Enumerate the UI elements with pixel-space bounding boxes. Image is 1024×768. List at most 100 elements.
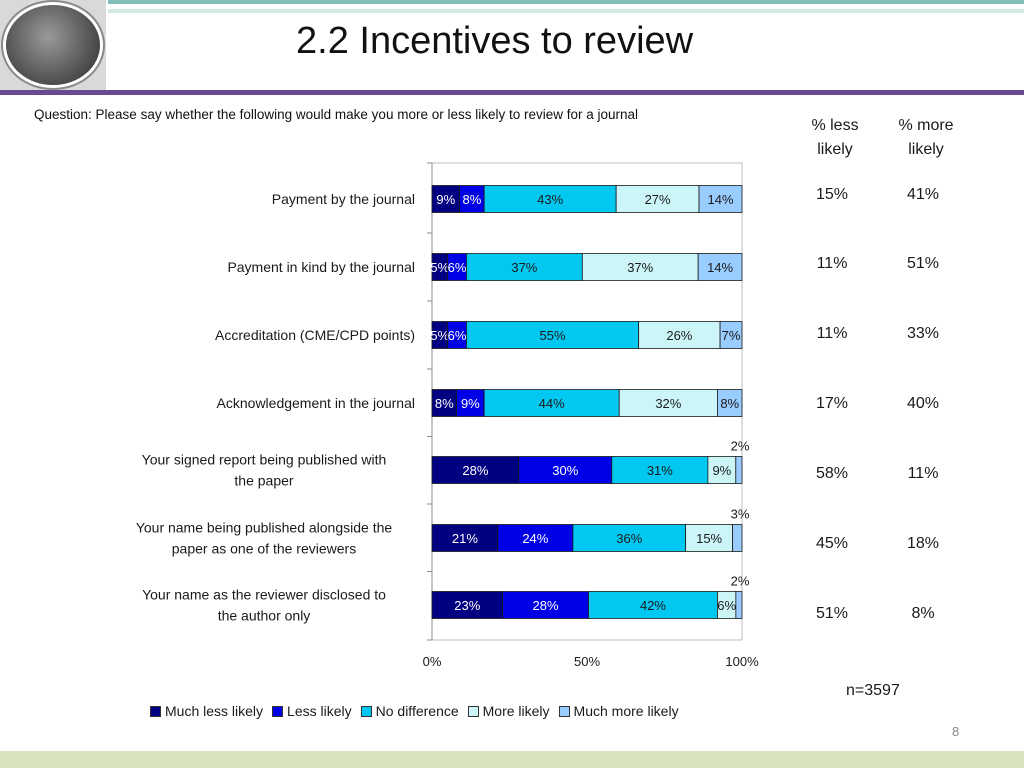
data-label: 14% bbox=[707, 260, 733, 275]
data-label: 8% bbox=[463, 192, 482, 207]
bar-segment bbox=[431, 389, 457, 417]
legend-item: More likely bbox=[467, 703, 550, 719]
less-likely-value: 15% bbox=[815, 186, 849, 203]
bar-segment bbox=[456, 389, 485, 417]
legend-item: Much more likely bbox=[558, 703, 679, 719]
less-likely-value: 51% bbox=[815, 605, 849, 622]
more-likely-value: 11% bbox=[907, 465, 939, 482]
legend-label: Much less likely bbox=[165, 703, 264, 719]
data-label: 8% bbox=[435, 396, 454, 411]
category-label: Acknowledgement in the journal bbox=[217, 395, 415, 411]
x-tick-label: 0% bbox=[423, 654, 442, 669]
more-likely-value: 33% bbox=[906, 325, 940, 342]
data-label: 3% bbox=[731, 507, 750, 522]
more-likely-header: % more likely bbox=[898, 117, 954, 158]
legend-label: Less likely bbox=[287, 703, 352, 719]
bar-segment bbox=[502, 591, 589, 619]
more-likely-value: 51% bbox=[906, 255, 940, 272]
category-label: Your name as the reviewer disclosed to th… bbox=[142, 587, 386, 624]
category-label: Your name being published alongside the p… bbox=[136, 520, 393, 557]
bar-segment bbox=[697, 253, 743, 281]
top-accent-line bbox=[108, 9, 1024, 13]
data-label: 23% bbox=[454, 598, 480, 613]
category-label: Payment in kind by the journal bbox=[227, 259, 415, 275]
data-label: 6% bbox=[717, 598, 736, 613]
data-label: 28% bbox=[462, 463, 488, 478]
less-likely-header: % less likely bbox=[811, 117, 859, 158]
legend-label: More likely bbox=[482, 703, 550, 719]
slide-title: 2.2 Incentives to review bbox=[296, 20, 694, 62]
bar-segment bbox=[483, 389, 620, 417]
data-label: 5% bbox=[430, 260, 449, 275]
legend-swatch bbox=[150, 705, 161, 717]
data-label: 9% bbox=[436, 192, 455, 207]
bar-segment bbox=[431, 185, 461, 213]
bar-segment bbox=[615, 185, 700, 213]
legend-swatch bbox=[272, 705, 284, 717]
data-label: 2% bbox=[731, 439, 750, 454]
bar-segment bbox=[698, 185, 743, 213]
bar-segment bbox=[638, 321, 721, 349]
data-label: 8% bbox=[720, 396, 739, 411]
logo-panel bbox=[0, 0, 106, 90]
legend-swatch bbox=[467, 705, 479, 717]
legend-label: Much more likely bbox=[573, 703, 679, 719]
data-label: 30% bbox=[552, 463, 578, 478]
legend-label: No difference bbox=[375, 703, 459, 719]
data-label: 44% bbox=[539, 396, 565, 411]
bar-segment bbox=[431, 456, 520, 484]
data-label: 2% bbox=[731, 574, 750, 589]
data-label: 9% bbox=[461, 396, 480, 411]
bar-segment bbox=[735, 456, 743, 484]
data-label: 27% bbox=[645, 192, 671, 207]
more-likely-value: 41% bbox=[906, 186, 940, 203]
footer-band bbox=[0, 751, 1024, 768]
legend-swatch bbox=[360, 705, 372, 717]
less-likely-value: 17% bbox=[815, 395, 849, 412]
legend-item: Less likely bbox=[272, 703, 352, 719]
data-label: 28% bbox=[533, 598, 559, 613]
top-accent-bar bbox=[108, 0, 1024, 4]
data-label: 5% bbox=[430, 328, 449, 343]
more-likely-value: 18% bbox=[906, 535, 940, 552]
data-label: 37% bbox=[511, 260, 537, 275]
data-label: 24% bbox=[522, 531, 548, 546]
bar-segment bbox=[497, 524, 574, 552]
data-label: 15% bbox=[696, 531, 722, 546]
page-number: 8 bbox=[952, 724, 960, 739]
more-likely-value: 8% bbox=[911, 605, 935, 622]
bar-segment bbox=[717, 389, 743, 417]
data-label: 9% bbox=[712, 463, 731, 478]
data-label: 21% bbox=[452, 531, 478, 546]
legend-item: No difference bbox=[360, 703, 459, 719]
more-likely-value: 40% bbox=[906, 395, 940, 412]
less-likely-value: 58% bbox=[815, 465, 849, 482]
bar-segment bbox=[719, 321, 743, 349]
less-likely-value: 11% bbox=[816, 325, 848, 342]
bar-segment bbox=[732, 524, 743, 552]
stacked-bar-chart: 0% 50% 100% Payment by the journal Payment i… bbox=[136, 162, 759, 669]
bar-segment bbox=[618, 389, 718, 417]
category-label: Your signed report being published with t… bbox=[142, 452, 387, 489]
sample-size-note: n=3597 bbox=[846, 682, 900, 699]
legend-swatch bbox=[558, 705, 570, 717]
category-label: Payment by the journal bbox=[272, 191, 415, 207]
chart-legend: Much less likely Less likely No difference… bbox=[150, 703, 679, 719]
x-tick-label: 50% bbox=[574, 654, 600, 669]
bar-segment bbox=[518, 456, 613, 484]
bar-segment bbox=[588, 591, 718, 619]
data-label: 6% bbox=[448, 260, 467, 275]
header-rule bbox=[0, 90, 1024, 95]
data-label: 32% bbox=[655, 396, 681, 411]
data-label: 26% bbox=[666, 328, 692, 343]
x-tick-label: 100% bbox=[725, 654, 759, 669]
data-label: 43% bbox=[537, 192, 563, 207]
data-label: 55% bbox=[540, 328, 566, 343]
data-label: 7% bbox=[722, 328, 741, 343]
data-label: 6% bbox=[448, 328, 467, 343]
logo-image bbox=[6, 5, 100, 85]
less-likely-value: 11% bbox=[816, 255, 848, 272]
legend-item: Much less likely bbox=[150, 703, 263, 719]
data-label: 36% bbox=[616, 531, 642, 546]
bar-segment bbox=[431, 591, 503, 619]
